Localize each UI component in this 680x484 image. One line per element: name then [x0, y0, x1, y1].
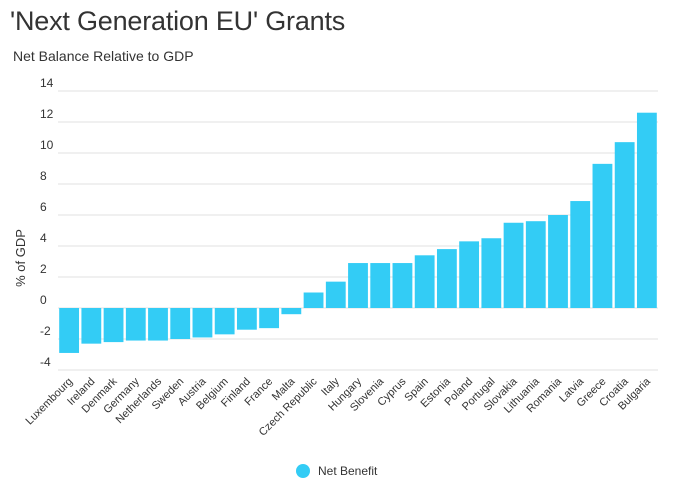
bar-hungary[interactable]: [348, 263, 368, 308]
gridlines: [58, 90, 658, 371]
y-tick-label: -2: [40, 324, 51, 338]
bar-estonia[interactable]: [436, 249, 457, 308]
bars: [59, 112, 657, 353]
bar-portugal[interactable]: [481, 238, 502, 308]
bar-ireland[interactable]: [81, 308, 102, 344]
bar-croatia[interactable]: [614, 142, 635, 308]
bar-italy[interactable]: [325, 281, 346, 308]
bar-belgium[interactable]: [214, 308, 235, 335]
bar-slovakia[interactable]: [503, 222, 524, 308]
x-axis-ticks: LuxembourgIrelandDenmarkGermanyNetherlan…: [24, 375, 654, 439]
bar-france[interactable]: [259, 308, 280, 329]
bar-bulgaria[interactable]: [636, 112, 657, 308]
bar-cyprus[interactable]: [392, 263, 413, 308]
bar-sweden[interactable]: [170, 308, 191, 339]
chart-subtitle: Net Balance Relative to GDP: [13, 48, 194, 64]
y-tick-label: 10: [40, 138, 54, 152]
y-axis-label: % of GDP: [13, 229, 28, 287]
y-tick-label: 0: [40, 293, 47, 307]
bar-austria[interactable]: [192, 308, 213, 338]
y-tick-label: 14: [40, 76, 54, 90]
bar-netherlands[interactable]: [148, 308, 168, 341]
y-axis-ticks: 14 12 10 8 6 4 2 0 -2 -4: [40, 76, 54, 369]
bar-lithuania[interactable]: [525, 221, 546, 308]
y-tick-label: 8: [40, 169, 47, 183]
bar-finland[interactable]: [236, 308, 257, 330]
bar-romania[interactable]: [548, 215, 568, 308]
y-tick-label: -4: [40, 355, 51, 369]
chart-title: 'Next Generation EU' Grants: [10, 6, 346, 36]
y-tick-label: 12: [40, 107, 54, 121]
y-tick-label: 6: [40, 200, 47, 214]
bar-czech-republic[interactable]: [303, 292, 324, 309]
bar-luxembourg[interactable]: [59, 308, 80, 353]
bar-germany[interactable]: [125, 308, 146, 341]
y-tick-label: 4: [40, 231, 47, 245]
bar-slovenia[interactable]: [370, 263, 391, 308]
y-tick-label: 2: [40, 262, 47, 276]
bar-latvia[interactable]: [570, 201, 591, 308]
bar-spain[interactable]: [414, 255, 435, 308]
legend[interactable]: Net Benefit: [296, 464, 377, 478]
legend-swatch: [296, 464, 310, 478]
bar-malta[interactable]: [281, 308, 302, 315]
bar-denmark[interactable]: [103, 308, 124, 343]
bar-poland[interactable]: [459, 241, 480, 308]
bar-greece[interactable]: [592, 163, 613, 308]
legend-label: Net Benefit: [318, 464, 378, 478]
